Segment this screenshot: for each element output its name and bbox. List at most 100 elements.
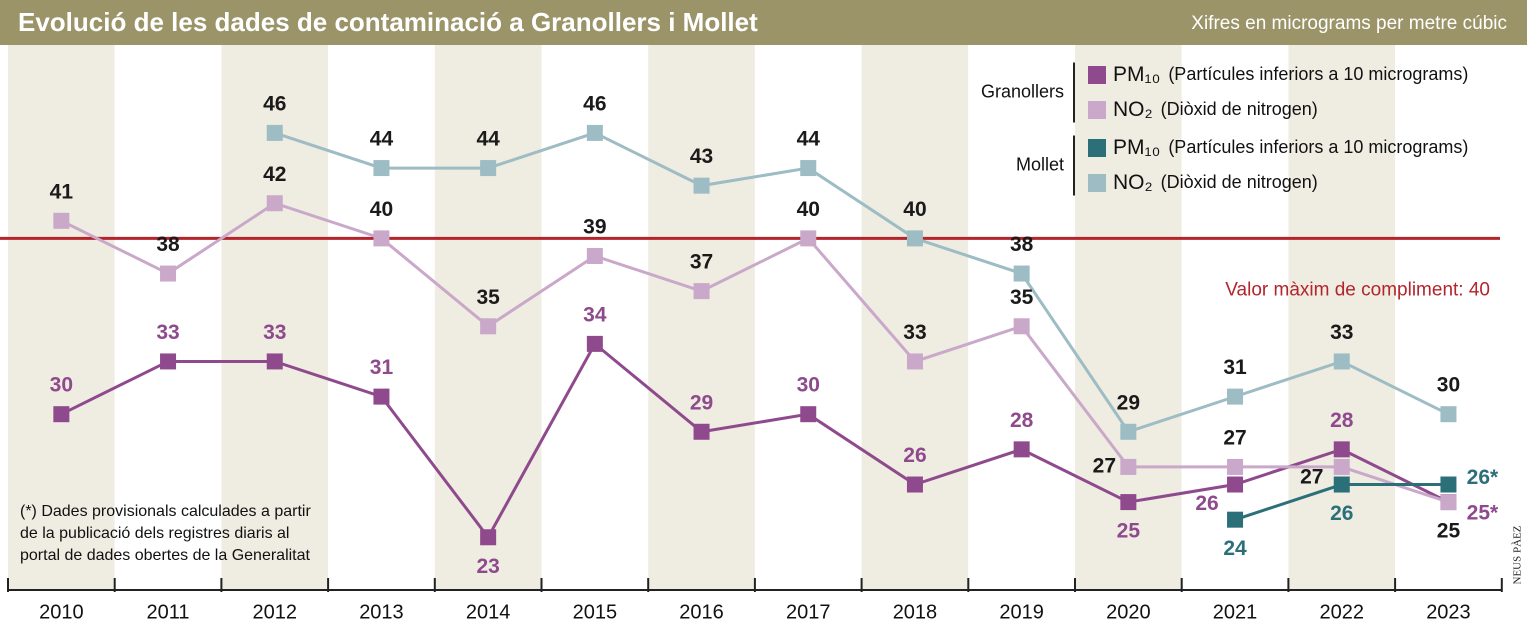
data-point [53,406,70,423]
data-point [160,353,177,370]
column-band [8,45,115,590]
data-label: 27 [1223,426,1246,449]
data-label: 34 [583,303,607,326]
legend-name: PM₁₀ [1113,63,1160,86]
footnote: de la publicació dels registres diaris a… [20,525,289,542]
data-label: 40 [903,198,926,221]
legend-group: Granollers [981,81,1064,101]
series-line [60,201,1449,504]
x-tick-label: 2012 [253,601,298,623]
data-point [693,283,710,300]
data-label: 26 [1330,502,1353,525]
data-label: 30 [797,374,820,397]
data-point [586,247,603,264]
data-label: 33 [1330,321,1353,344]
data-point [1440,494,1457,511]
legend-swatch [1088,101,1106,119]
legend-name: PM₁₀ [1113,136,1160,159]
data-point [1333,441,1350,458]
data-point [1227,476,1244,493]
data-label: 26 [903,444,926,467]
legend-label: PM₁₀ (Partícules inferiors a 10 microgram… [1113,63,1468,86]
data-label: 39 [583,216,606,239]
data-point [1333,458,1350,475]
legend-name: NO₂ [1113,171,1153,194]
data-label: 46 [263,92,286,115]
data-point [1227,388,1244,405]
data-label: 46 [583,92,606,115]
data-label: 23 [476,555,499,578]
legend-swatch [1088,66,1106,84]
data-point [373,230,390,247]
data-point [906,476,923,493]
data-label: 42 [263,163,286,186]
data-point [1333,353,1350,370]
column-band [754,45,862,590]
data-label: 25 [1437,520,1461,543]
data-label: 37 [690,251,713,274]
data-label: 33 [156,321,179,344]
data-point [1013,441,1030,458]
title-bar [0,0,1527,45]
x-tick-label: 2010 [39,601,84,623]
data-label: 40 [797,198,820,221]
data-point [53,212,70,229]
data-point [266,124,283,141]
data-label: 28 [1330,409,1354,432]
chart-subtitle: Xifres en micrograms per metre cúbic [1191,13,1507,34]
legend-description: (Partícules inferiors a 10 micrograms) [1168,64,1468,84]
data-label: 44 [476,128,500,151]
data-point [906,353,923,370]
data-label: 41 [50,180,74,203]
data-label: 31 [1223,356,1247,379]
data-point [373,388,390,405]
data-label: 43 [690,145,713,168]
x-tick-label: 2023 [1426,601,1471,623]
legend-name: NO₂ [1113,98,1153,121]
data-point [1120,458,1137,475]
data-point [266,195,283,212]
data-label: 29 [1117,391,1140,414]
data-label: 26* [1467,466,1499,489]
legend-label: NO₂ (Diòxid de nitrogen) [1113,171,1318,194]
data-label: 28 [1010,409,1034,432]
data-label: 26 [1195,492,1218,515]
data-label: 40 [370,198,393,221]
data-label: 29 [690,391,713,414]
data-label: 38 [1010,233,1034,256]
data-point [586,335,603,352]
data-point [1440,406,1457,423]
data-point [1013,318,1030,335]
legend-swatch [1088,139,1106,157]
x-tick-label: 2014 [466,601,511,623]
data-point [1440,476,1457,493]
data-label: 27 [1093,454,1116,477]
data-label: 44 [797,128,821,151]
legend-description: (Diòxid de nitrogen) [1161,172,1318,192]
data-point [1120,423,1137,440]
data-label: 35 [476,286,500,309]
data-label: 27 [1300,465,1323,488]
series-line [274,131,1450,434]
x-tick-label: 2021 [1213,601,1258,623]
data-point [586,124,603,141]
x-tick-label: 2017 [786,601,831,623]
legend-label: PM₁₀ (Partícules inferiors a 10 microgram… [1113,136,1468,159]
data-label: 38 [156,233,180,256]
data-label: 24 [1223,537,1247,560]
column-band [434,45,542,590]
chart-title: Evolució de les dades de contaminació a … [18,7,758,37]
data-point [480,160,497,177]
data-label: 31 [370,356,394,379]
data-point [480,318,497,335]
data-point [160,265,177,282]
data-point [266,353,283,370]
footnote: portal de dades obertes de la Generalita… [20,547,311,564]
column-band [1181,45,1289,590]
data-point [1227,458,1244,475]
data-label: 44 [370,128,394,151]
legend-swatch [1088,174,1106,192]
data-point [1120,494,1137,511]
credit: NEUS PÀEZ [1512,525,1524,584]
